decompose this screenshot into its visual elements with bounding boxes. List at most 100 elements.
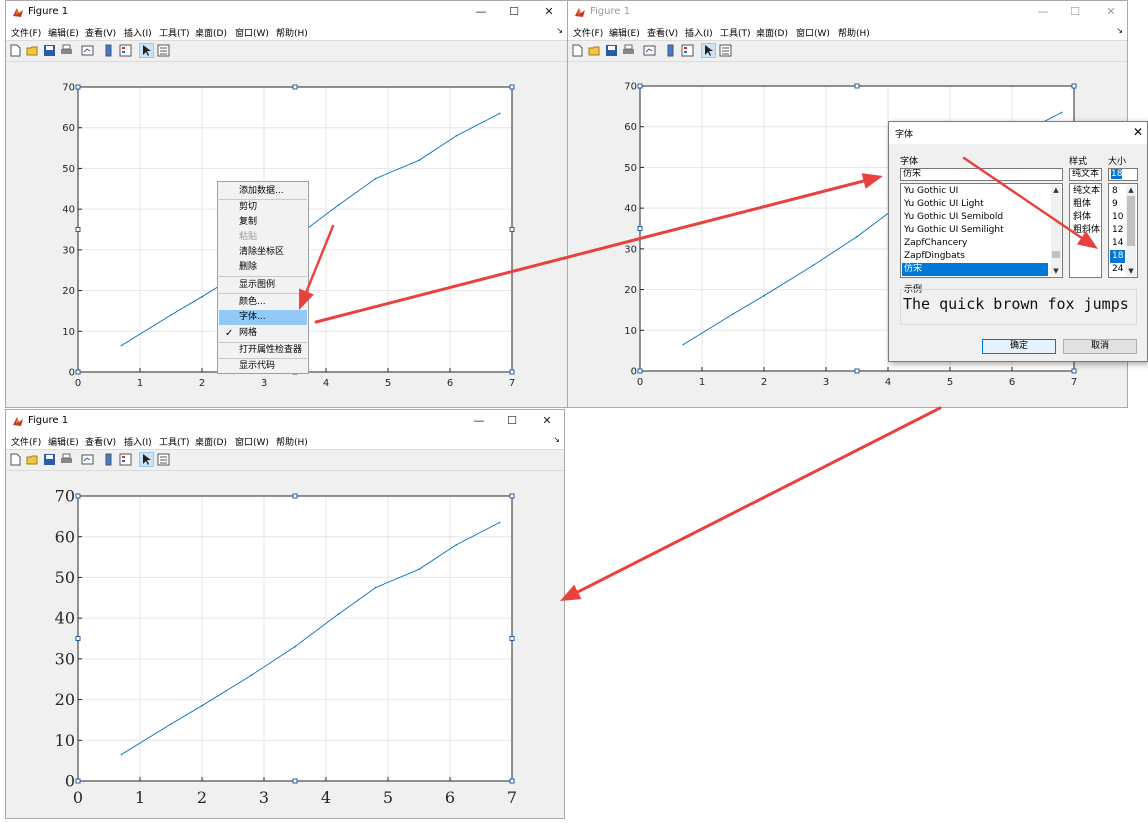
menu-item-font[interactable]: 字体...: [219, 310, 307, 325]
font-list-item[interactable]: ZapfDingbats: [904, 251, 965, 261]
maximize-button[interactable]: ☐: [509, 5, 519, 18]
minimize-button[interactable]: —: [475, 5, 487, 18]
edit-plot-icon[interactable]: [139, 452, 154, 467]
menu-window[interactable]: 窗口(W): [235, 438, 269, 448]
open-icon[interactable]: [26, 44, 39, 57]
menu-help[interactable]: 帮助(H): [276, 438, 308, 448]
cancel-button[interactable]: 取消: [1063, 339, 1137, 354]
print-icon[interactable]: [60, 453, 73, 466]
dock-arrow-icon[interactable]: ↘: [1116, 26, 1123, 35]
colorbar-icon[interactable]: [102, 44, 115, 57]
edit-plot-icon[interactable]: [701, 43, 716, 58]
style-list-item[interactable]: 粗斜体: [1073, 225, 1101, 235]
size-list-item[interactable]: 10: [1112, 212, 1124, 222]
size-list-item[interactable]: 14: [1112, 238, 1124, 248]
save-icon[interactable]: [605, 44, 618, 57]
legend-icon[interactable]: [681, 44, 694, 57]
scroll-up-icon[interactable]: ▲: [1053, 186, 1059, 194]
font-list-item[interactable]: Yu Gothic UI Light: [904, 199, 984, 209]
font-name-field[interactable]: 仿宋: [900, 168, 1063, 181]
menu-tools[interactable]: 工具(T): [159, 29, 190, 39]
style-field[interactable]: 纯文本: [1069, 168, 1102, 181]
menu-item-add-data[interactable]: 添加数据...: [239, 186, 284, 196]
menu-item-delete[interactable]: 删除: [239, 262, 258, 272]
menu-tools[interactable]: 工具(T): [159, 438, 190, 448]
menu-item-paste[interactable]: 粘贴: [239, 232, 258, 242]
style-list-item[interactable]: 粗体: [1073, 199, 1092, 209]
maximize-button[interactable]: ☐: [1070, 5, 1080, 18]
menu-window[interactable]: 窗口(W): [235, 29, 269, 39]
property-inspector-icon[interactable]: [157, 453, 170, 466]
size-list-item[interactable]: 9: [1112, 199, 1118, 209]
menu-desktop[interactable]: 桌面(D): [756, 29, 788, 39]
dialog-title-bar[interactable]: 字体 ✕: [889, 122, 1147, 144]
menu-item-show-legend[interactable]: 显示图例: [239, 280, 276, 290]
scroll-thumb[interactable]: [1127, 196, 1135, 246]
property-inspector-icon[interactable]: [157, 44, 170, 57]
link-plot-icon[interactable]: [81, 453, 94, 466]
scroll-down-icon[interactable]: ▼: [1128, 267, 1134, 275]
font-list-item[interactable]: Yu Gothic UI Semilight: [904, 225, 1004, 235]
style-list-item[interactable]: 纯文本: [1073, 186, 1101, 196]
legend-icon[interactable]: [119, 453, 132, 466]
menu-view[interactable]: 查看(V): [85, 29, 117, 39]
menu-insert[interactable]: 插入(I): [685, 29, 713, 39]
maximize-button[interactable]: ☐: [507, 414, 517, 427]
link-plot-icon[interactable]: [81, 44, 94, 57]
menu-item-color[interactable]: 颜色...: [239, 297, 266, 307]
dock-arrow-icon[interactable]: ↘: [553, 435, 560, 444]
menu-edit[interactable]: 编辑(E): [48, 438, 79, 448]
font-list-item[interactable]: Yu Gothic UI: [904, 186, 959, 196]
font-list-item-selected[interactable]: 仿宋: [902, 263, 1048, 276]
menu-view[interactable]: 查看(V): [85, 438, 117, 448]
menu-desktop[interactable]: 桌面(D): [195, 438, 227, 448]
font-list[interactable]: Yu Gothic UI Yu Gothic UI Light Yu Gothi…: [900, 183, 1063, 278]
dock-arrow-icon[interactable]: ↘: [556, 26, 563, 35]
close-button[interactable]: ✕: [1132, 125, 1143, 139]
close-button[interactable]: ✕: [544, 5, 554, 18]
menu-file[interactable]: 文件(F): [573, 29, 604, 39]
menu-edit[interactable]: 编辑(E): [48, 29, 79, 39]
new-figure-icon[interactable]: [9, 453, 22, 466]
menu-item-copy[interactable]: 复制: [239, 217, 258, 227]
size-list-item-selected[interactable]: 18: [1110, 250, 1125, 263]
scroll-down-icon[interactable]: ▼: [1053, 267, 1059, 275]
colorbar-icon[interactable]: [102, 453, 115, 466]
font-list-item[interactable]: ZapfChancery: [904, 238, 968, 248]
open-icon[interactable]: [26, 453, 39, 466]
colorbar-icon[interactable]: [664, 44, 677, 57]
size-list-item[interactable]: 8: [1112, 186, 1118, 196]
menu-window[interactable]: 窗口(W): [796, 29, 830, 39]
menu-help[interactable]: 帮助(H): [838, 29, 870, 39]
size-field[interactable]: 18: [1108, 168, 1138, 181]
print-icon[interactable]: [60, 44, 73, 57]
size-list-item[interactable]: 12: [1112, 225, 1124, 235]
menu-desktop[interactable]: 桌面(D): [195, 29, 227, 39]
legend-icon[interactable]: [119, 44, 132, 57]
style-list-item[interactable]: 斜体: [1073, 212, 1092, 222]
open-icon[interactable]: [588, 44, 601, 57]
minimize-button[interactable]: —: [473, 414, 485, 427]
minimize-button[interactable]: —: [1037, 5, 1049, 18]
menu-item-cut[interactable]: 剪切: [239, 202, 258, 212]
save-icon[interactable]: [43, 44, 56, 57]
print-icon[interactable]: [622, 44, 635, 57]
menu-item-property-inspector[interactable]: 打开属性检查器: [239, 345, 303, 355]
scroll-thumb[interactable]: [1052, 251, 1060, 258]
menu-file[interactable]: 文件(F): [11, 29, 42, 39]
close-button[interactable]: ✕: [1106, 5, 1116, 18]
font-list-item[interactable]: Yu Gothic UI Semibold: [904, 212, 1004, 222]
close-button[interactable]: ✕: [542, 414, 552, 427]
scroll-up-icon[interactable]: ▲: [1128, 186, 1134, 194]
style-list[interactable]: 纯文本 粗体 斜体 粗斜体: [1069, 183, 1102, 278]
link-plot-icon[interactable]: [643, 44, 656, 57]
size-list-scrollbar[interactable]: ▲ ▼: [1126, 185, 1136, 276]
save-icon[interactable]: [43, 453, 56, 466]
menu-edit[interactable]: 编辑(E): [609, 29, 640, 39]
menu-help[interactable]: 帮助(H): [276, 29, 308, 39]
size-list-item[interactable]: 24: [1112, 264, 1124, 274]
menu-insert[interactable]: 插入(I): [124, 29, 152, 39]
menu-insert[interactable]: 插入(I): [124, 438, 152, 448]
new-figure-icon[interactable]: [571, 44, 584, 57]
menu-item-show-code[interactable]: 显示代码: [239, 361, 276, 371]
